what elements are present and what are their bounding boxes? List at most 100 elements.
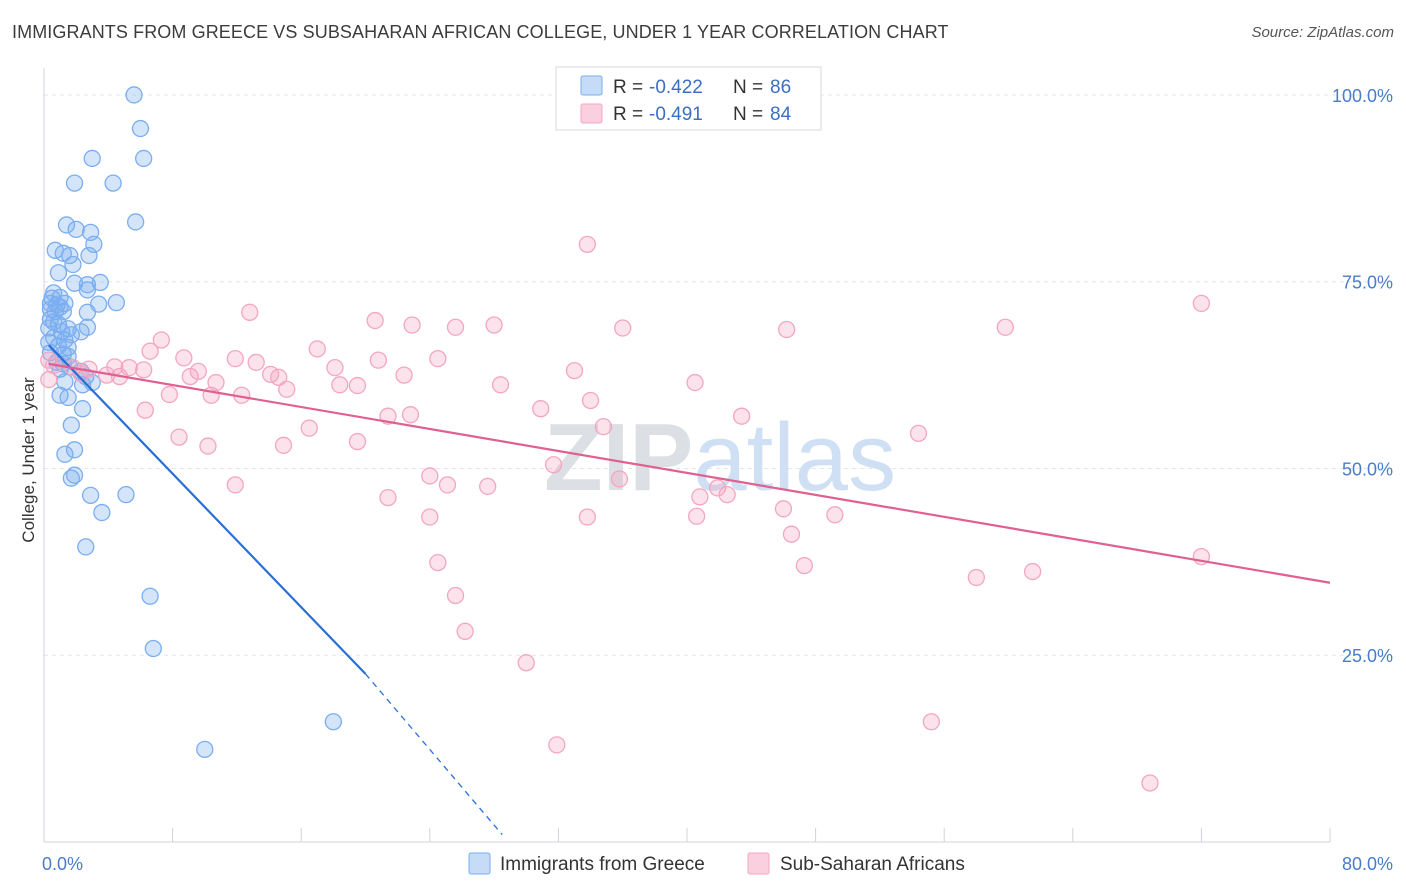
data-point [614,319,632,337]
bottom-legend-label-subsaharan: Sub-Saharan Africans [780,854,965,875]
data-point [517,654,535,672]
source-label: Source: ZipAtlas.com [1251,24,1394,41]
data-point [996,318,1014,336]
data-point [93,503,111,522]
data-point [686,373,704,392]
x-tick-label: 0.0% [42,854,83,874]
data-point [485,316,503,334]
data-point [532,400,550,418]
trend-line [48,362,1331,584]
y-tick-label: 50.0% [1342,459,1393,479]
data-point [85,235,103,254]
stats-legend: R = -0.422 N = 86 R = -0.491 N = 84 [555,66,822,131]
data-point [782,525,801,543]
data-point [226,476,244,494]
data-point [64,255,82,274]
data-point [366,311,384,330]
data-point [49,264,68,282]
data-point [141,342,159,360]
data-point [1023,562,1042,581]
legend-n-label-greece: N = [733,77,763,98]
bottom-legend-label-greece: Immigrants from Greece [500,854,705,875]
data-point [62,416,80,434]
data-point [348,432,367,451]
data-point [78,276,97,294]
data-point [78,303,97,321]
legend-r-label-subsaharan: R = [613,104,643,125]
data-point [544,456,563,474]
data-point [421,467,439,485]
data-point [175,349,193,367]
data-point [324,713,343,731]
series-greece-points [40,86,343,759]
bottom-legend-swatch-greece [468,852,491,875]
data-point [78,281,97,299]
data-point [610,470,629,488]
data-point [40,370,58,389]
data-point [456,622,474,640]
data-point [691,488,709,506]
data-point [135,149,153,168]
data-point [77,538,95,556]
data-point [83,149,101,168]
data-point [152,331,170,349]
data-point [135,361,153,379]
data-point [967,568,985,587]
data-point [136,401,154,419]
data-point [59,388,77,407]
data-point [395,366,413,384]
data-point [141,587,159,605]
data-point [160,385,179,404]
grid-lines [44,94,1392,656]
trend-line [48,344,367,675]
data-point [81,486,100,505]
data-point [708,479,727,497]
data-point [578,235,596,254]
tick-labels: 25.0% 50.0% 75.0% 100.0% 0.0% 80.0% [42,86,1393,874]
data-point [778,320,796,339]
data-point [125,86,143,104]
data-point [278,380,296,398]
data-point [270,368,288,386]
data-point [308,340,326,358]
y-tick-label: 100.0% [1332,86,1393,106]
data-point [446,586,465,605]
data-point [104,174,122,192]
data-point [117,485,135,504]
data-point [774,500,793,518]
data-point [107,293,125,312]
legend-swatch-greece [580,75,603,96]
y-tick-label: 25.0% [1342,646,1393,666]
data-point [718,485,736,504]
data-point [429,553,447,572]
trend-line-extension [365,673,503,835]
data-point [181,367,199,386]
series-legend: Immigrants from Greece Sub-Saharan Afric… [468,852,965,875]
data-point [491,376,510,394]
legend-n-label-subsaharan: N = [733,104,763,125]
data-point [54,244,72,262]
bottom-legend-swatch-subsaharan [747,852,770,875]
axes [43,68,1331,843]
data-point [131,119,150,138]
legend-r-label-greece: R = [613,77,643,98]
data-point [826,506,844,524]
data-point [403,316,421,334]
watermark: ZIPatlas [544,404,896,511]
data-point [369,351,388,369]
data-point [65,466,84,484]
data-point [421,508,439,526]
data-point [594,417,613,436]
data-point [144,639,162,658]
series-subsaharan-points [40,235,1211,792]
legend-swatch-subsaharan [580,103,603,124]
data-point [795,556,813,575]
data-point [207,373,225,392]
data-point [57,216,76,234]
legend-r-value-subsaharan: -0.491 [649,104,703,125]
data-point [479,477,497,496]
data-point [67,220,85,239]
data-point [548,736,566,754]
data-point [922,713,940,731]
data-point [126,213,145,231]
